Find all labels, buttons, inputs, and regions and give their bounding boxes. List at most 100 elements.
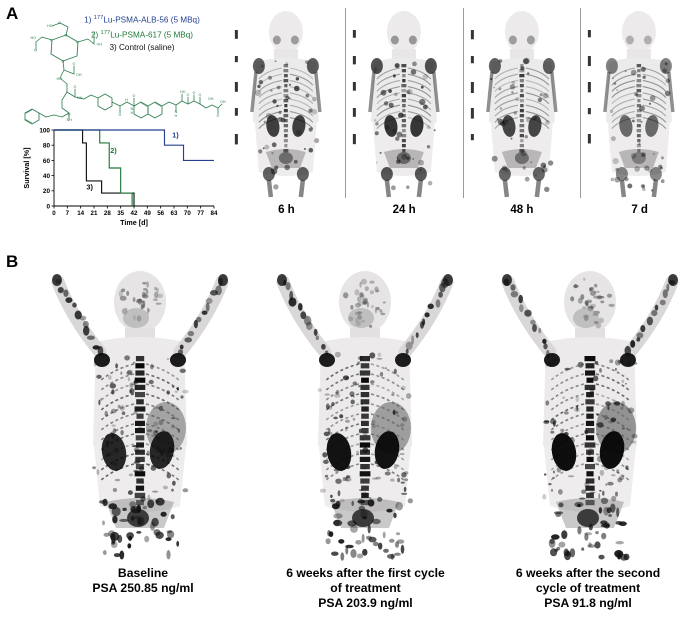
survival-chart-svg: 0 20 40 60 80 100 0 7 14 21 28 35 42 49 56 63 70 77 84 Surv… — [22, 127, 218, 227]
caption-line: PSA 203.9 ng/ml — [318, 596, 413, 610]
svg-text:O: O — [34, 49, 37, 53]
scan-caption-baseline: Baseline PSA 250.85 ng/ml — [38, 566, 248, 611]
svg-text:2): 2) — [110, 146, 117, 155]
legend-index-3: 3) — [109, 43, 117, 53]
svg-text:O: O — [58, 21, 61, 25]
svg-text:O: O — [119, 113, 122, 117]
svg-text:42: 42 — [131, 210, 138, 217]
wholebody-scan-cycle1 — [263, 256, 468, 561]
svg-text:O: O — [93, 32, 96, 36]
svg-text:O: O — [74, 85, 77, 89]
svg-text:O: O — [187, 93, 190, 97]
svg-text:1): 1) — [172, 131, 179, 140]
svg-text:40: 40 — [43, 173, 51, 180]
svg-text:0: 0 — [52, 210, 56, 217]
svg-text:N: N — [175, 110, 178, 114]
scan-caption-cycle1: 6 weeks after the first cycle of treatme… — [261, 566, 471, 611]
svg-text:O: O — [73, 62, 76, 66]
timepoint-label-6h: 6 h — [278, 204, 295, 216]
spect-scan-7d-image — [588, 11, 675, 198]
panel-b-scan-row — [38, 256, 693, 561]
svg-text:14: 14 — [77, 210, 84, 217]
panel-a-scan-row — [228, 2, 698, 202]
caption-line: 6 weeks after the first cycle — [286, 566, 445, 580]
legend-item-2: 2) 177Lu-PSMA-617 (5 MBq) — [58, 27, 226, 42]
svg-text:63: 63 — [171, 210, 178, 217]
legend-index-1: 1) — [84, 15, 92, 25]
survival-chart: 0 20 40 60 80 100 0 7 14 21 28 35 42 49 56 63 70 77 84 Surv… — [18, 122, 218, 234]
panel-b-label: B — [6, 252, 19, 271]
caption-line: 6 weeks after the second — [515, 566, 661, 580]
wholebody-scan-cycle1-image — [276, 271, 454, 561]
legend-name-3: Control (saline) — [119, 43, 175, 53]
svg-text:21: 21 — [91, 210, 98, 217]
svg-text:HN: HN — [57, 77, 63, 81]
spect-scan-48h-image — [470, 11, 558, 198]
legend-item-1: 1) 177Lu-PSMA-ALB-56 (5 MBq) — [58, 12, 226, 27]
svg-text:Survival [%]: Survival [%] — [22, 147, 31, 188]
svg-text:3): 3) — [86, 182, 93, 191]
svg-text:OH: OH — [97, 43, 103, 47]
svg-text:28: 28 — [104, 210, 111, 217]
legend-name-2: Lu-PSMA-617 (5 MBq) — [110, 30, 194, 40]
caption-line: Baseline — [117, 566, 169, 580]
svg-text:OH: OH — [76, 73, 82, 77]
wholebody-scan-baseline-image — [51, 271, 229, 560]
caption-line: cycle of treatment — [535, 581, 641, 595]
treatment-group-legend: 1) 177Lu-PSMA-ALB-56 (5 MBq) 2) 177Lu-PS… — [58, 12, 226, 54]
svg-text:80: 80 — [43, 143, 51, 150]
panel-a-label: A — [6, 4, 19, 23]
svg-text:HO: HO — [47, 24, 53, 28]
svg-text:70: 70 — [184, 210, 191, 217]
svg-text:O: O — [217, 114, 220, 118]
scan-separator-1 — [344, 8, 346, 198]
svg-text:H: H — [131, 111, 134, 115]
svg-text:O: O — [199, 93, 202, 97]
svg-text:N: N — [65, 34, 68, 38]
svg-text:OH: OH — [220, 100, 226, 104]
spect-scan-48h — [464, 2, 581, 202]
svg-text:H: H — [175, 114, 178, 118]
timepoint-label-7d: 7 d — [631, 204, 648, 216]
svg-text:OH: OH — [208, 97, 214, 101]
scan-separator-2 — [462, 8, 464, 198]
spect-scan-7d — [581, 2, 698, 202]
svg-text:N: N — [76, 41, 79, 45]
scan-caption-cycle2: 6 weeks after the second cycle of treatm… — [483, 566, 693, 611]
svg-text:O: O — [68, 113, 71, 117]
caption-line: of treatment — [330, 581, 401, 595]
svg-text:Time [d]: Time [d] — [120, 218, 148, 227]
svg-text:84: 84 — [211, 210, 218, 217]
wholebody-scan-cycle2-image — [501, 271, 679, 561]
svg-text:NH: NH — [77, 96, 83, 100]
svg-text:35: 35 — [117, 210, 124, 217]
legend-name-1: Lu-PSMA-ALB-56 (5 MBq) — [103, 15, 200, 25]
svg-text:N: N — [50, 39, 53, 43]
svg-text:HO: HO — [31, 36, 37, 40]
spect-scan-24h — [346, 2, 463, 202]
svg-text:77: 77 — [197, 210, 204, 217]
svg-text:O: O — [193, 91, 196, 95]
timepoint-label-48h: 48 h — [510, 204, 534, 216]
legend-isotope-1: 177 — [93, 15, 104, 21]
wholebody-scan-baseline — [38, 256, 243, 561]
svg-text:HO: HO — [180, 90, 186, 94]
caption-line: PSA 250.85 ng/ml — [92, 581, 194, 595]
svg-text:7: 7 — [66, 210, 70, 217]
panel-b-caption-row: Baseline PSA 250.85 ng/ml 6 weeks after … — [38, 566, 693, 611]
svg-text:20: 20 — [43, 188, 51, 195]
timepoint-label-24h: 24 h — [392, 204, 416, 216]
wholebody-scan-cycle2 — [488, 256, 693, 561]
svg-text:49: 49 — [144, 210, 151, 217]
svg-text:N: N — [62, 60, 65, 64]
panel-a-caption-row: 6 h 24 h 48 h 7 d — [228, 204, 698, 224]
spect-scan-6h — [228, 2, 345, 202]
svg-text:NH: NH — [67, 118, 73, 122]
caption-line: PSA 91.8 ng/ml — [544, 596, 632, 610]
svg-text:O: O — [133, 94, 136, 98]
scan-separator-3 — [580, 8, 582, 198]
spect-scan-6h-image — [234, 11, 322, 198]
legend-isotope-2: 177 — [100, 29, 111, 36]
